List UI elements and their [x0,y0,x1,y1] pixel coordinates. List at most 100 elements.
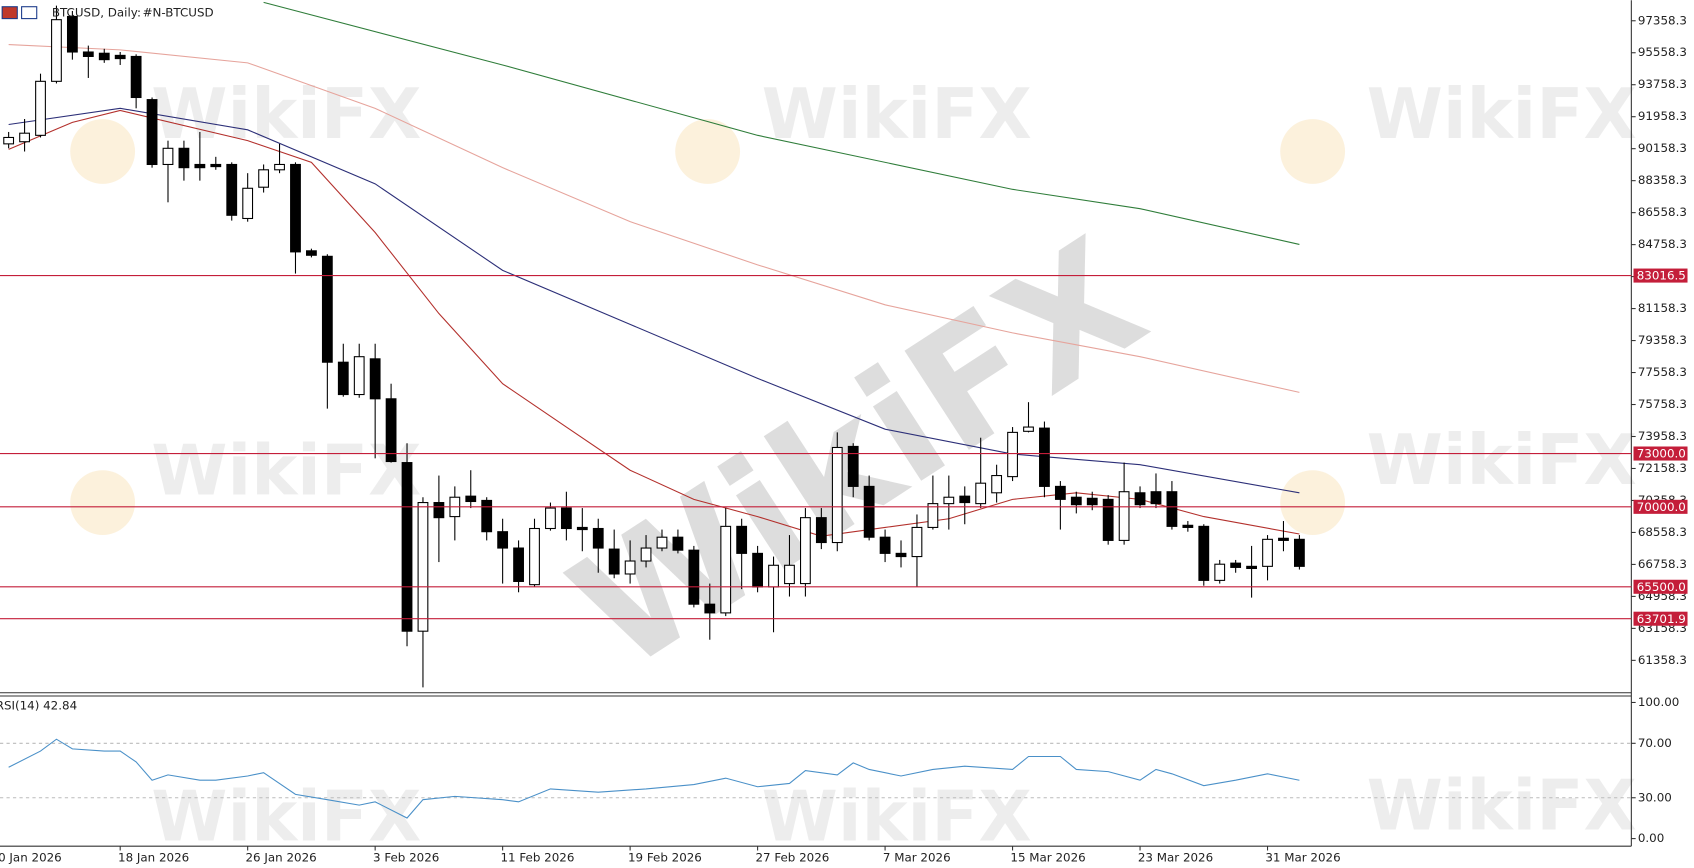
watermark: WikiFX [1367,767,1637,847]
y-tick-label: 91958.3 [1638,109,1687,123]
candle-body-up [768,564,779,588]
candle-body-down [369,358,381,400]
candle-body-down [704,603,716,614]
x-tick-label: 15 Mar 2026 [1010,851,1085,865]
candle-body-up [624,560,636,575]
watermark: WikiFX [151,432,421,512]
candle-body-down [465,495,477,503]
candle-body-down [130,55,142,99]
candle-body-down [497,531,509,549]
candle-body-down [1293,538,1305,567]
watermark: WikiFX [762,777,1032,857]
candle-body-down [146,99,158,166]
candle-body-up [417,502,429,632]
candle-body-down [1070,496,1082,506]
indicator-line [8,738,1300,819]
watermark: WikiFX [762,75,1032,155]
candle-body-down [863,485,875,538]
level-label-box [1633,268,1688,283]
candle-body-down [879,536,891,554]
candle-body-down [560,507,572,530]
level-label: 70000.0 [1637,500,1686,514]
candle-body-up [1023,426,1034,432]
level-label: 83016.5 [1637,269,1686,283]
level-label-box [1633,579,1688,594]
y-tick-label: 75758.3 [1638,397,1687,411]
indicator-label: RSI(14) 42.84 [0,698,77,712]
candle-body-up [975,482,987,505]
candle-body-down [672,536,684,551]
level-label-box [1633,499,1688,514]
candle-body-up [656,536,668,549]
y-tick-label: 79358.3 [1638,333,1687,347]
watermark: WikiFX [1367,421,1637,501]
candle-body-up [927,503,939,528]
candle-body-down [66,15,78,53]
y-tick-label: 97358.3 [1638,13,1687,27]
candle-body-up [943,496,955,505]
x-tick-label: 26 Jan 2026 [246,851,317,865]
x-tick-label: 31 Mar 2026 [1265,851,1340,865]
watermark-logo [70,470,136,536]
candle-body-down [1278,537,1289,541]
level-label: 63701.9 [1637,612,1686,626]
x-tick-label: 27 Feb 2026 [755,851,829,865]
candle-body-down [178,147,190,169]
candle-body-down [847,445,859,487]
candle-body-down [1246,565,1257,570]
candle-body-down [194,163,206,169]
candle-body-down [688,549,700,605]
candle-body-down [1198,525,1210,581]
candle-body-down [1166,491,1178,527]
candle-body-up [51,19,62,82]
candle-body-down [895,552,907,558]
candle-body-down [337,361,349,396]
candle-body-down [82,51,94,57]
candle-body-up [831,446,843,544]
x-tick-label: 18 Jan 2026 [118,851,189,865]
candle-body-up [258,169,270,188]
watermark-logo [70,119,136,184]
candle-body-down [481,499,493,533]
watermark-logo [675,119,741,184]
chart-title: BTCUSD, Daily: [52,6,141,20]
moving-average [8,107,1300,494]
candle-body-down [401,462,413,632]
candle-body-down [608,548,620,575]
candle-body-down [433,502,445,519]
candle-body-down [321,255,333,363]
x-tick-label: 23 Mar 2026 [1138,851,1213,865]
candle-body-down [752,552,764,588]
symbol-icon [1,6,18,20]
candle-body-down [1054,485,1066,500]
candle-body-up [720,525,732,614]
y-tick-label: 88358.3 [1638,173,1687,187]
candle-body-down [1134,492,1146,506]
watermark-logo [1280,470,1346,536]
y-tick-label: 84758.3 [1638,237,1687,251]
candle-body-up [162,147,174,166]
watermark: WikiFX [151,75,421,155]
watermark: WikiFX [151,777,421,857]
candle-body-down [226,163,238,216]
candle-body-down [736,525,748,554]
indicator-value: 42.84 [43,698,77,712]
moving-average [263,1,1300,245]
moving-average [8,44,1300,393]
symbol-icon [21,6,38,20]
y-tick-label: 90158.3 [1638,141,1687,155]
candle-body-down [1102,498,1114,541]
y-tick-label: 72158.3 [1638,461,1687,475]
x-tick-label: 19 Feb 2026 [628,851,702,865]
y-tick-label: 73958.3 [1638,429,1687,443]
candle-body-down [1150,491,1162,505]
y-tick-label: 68558.3 [1638,525,1687,539]
candle-body-up [640,547,652,562]
y-tick-label: 93758.3 [1638,77,1687,91]
y-tick-label: 81158.3 [1638,301,1687,315]
candle-body-up [784,564,795,585]
level-label-box [1633,446,1688,461]
